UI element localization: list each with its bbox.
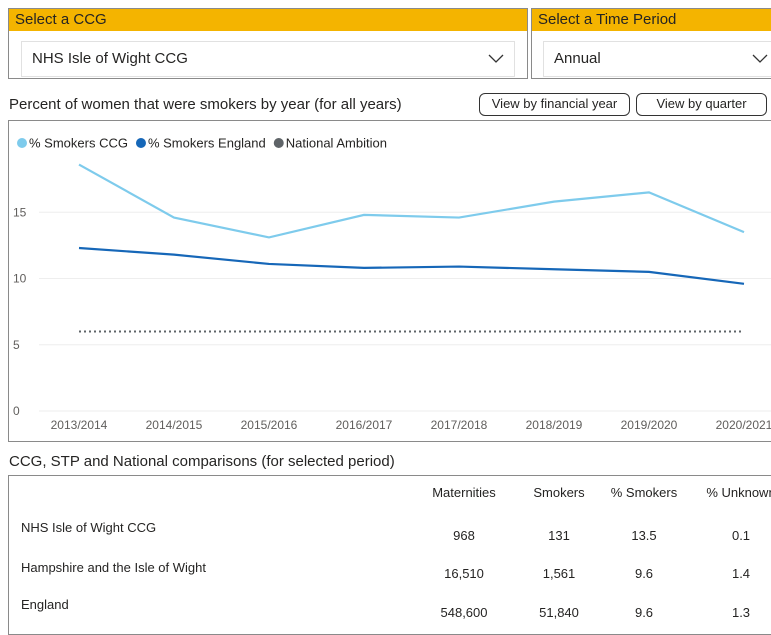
column-header: Maternities bbox=[432, 485, 496, 500]
table-cell: 1.3 bbox=[731, 605, 751, 620]
ccg-value: NHS Isle of Wight CCG bbox=[32, 50, 188, 67]
series-line bbox=[78, 246, 745, 285]
x-tick-label: 2014/2015 bbox=[146, 418, 203, 432]
table-cell: 13.5 bbox=[631, 528, 657, 543]
table-cell: 1.4 bbox=[731, 566, 751, 581]
chart-frame: 0 5 10 15 2013/2014 2014/2015 2015/2016 2016/20… bbox=[8, 120, 771, 442]
column-header: % Unknown bbox=[706, 485, 771, 500]
chevron bbox=[488, 54, 504, 63]
quarter-button[interactable]: View by quarter bbox=[636, 93, 767, 116]
legend-dot bbox=[17, 138, 27, 148]
x-tick-label: 2018/2019 bbox=[526, 418, 583, 432]
table-cell: 548,600 bbox=[440, 605, 488, 620]
table-cell: 0.1 bbox=[731, 528, 751, 543]
period-dropdown[interactable]: Annual bbox=[543, 41, 771, 77]
ccg-label: Select a CCG bbox=[9, 9, 527, 31]
x-tick-label: 2015/2016 bbox=[241, 418, 298, 432]
chart: 0 5 10 15 2013/2014 2014/2015 2015/2016 2016/20… bbox=[13, 136, 771, 432]
y-tick-label: 0 bbox=[13, 404, 20, 418]
table-cell: 131 bbox=[548, 528, 570, 543]
period-panel: Select a Time Period Annual bbox=[531, 8, 771, 79]
x-tick-label: 2019/2020 bbox=[621, 418, 678, 432]
row-label: England bbox=[21, 597, 69, 612]
table-cell: 9.6 bbox=[634, 605, 654, 620]
chevron bbox=[752, 54, 768, 63]
row-label: Hampshire and the Isle of Wight bbox=[21, 560, 206, 575]
legend-label: National Ambition bbox=[286, 136, 387, 151]
legend-label: % Smokers CCG bbox=[29, 136, 128, 151]
x-tick-label: 2020/2021 bbox=[716, 418, 771, 432]
table-cell: 9.6 bbox=[634, 566, 654, 581]
comparison-table: Maternities Smokers % Smokers % Unknown NHS … bbox=[8, 475, 771, 635]
period-label: Select a Time Period bbox=[532, 9, 771, 31]
x-tick-label: 2013/2014 bbox=[51, 418, 108, 432]
y-tick-label: 15 bbox=[13, 205, 27, 219]
table-title: CCG, STP and National comparisons (for s… bbox=[9, 453, 395, 470]
financial-year-button[interactable]: View by financial year bbox=[479, 93, 630, 116]
chart-title: Percent of women that were smokers by ye… bbox=[9, 96, 402, 113]
ccg-panel: Select a CCG NHS Isle of Wight CCG bbox=[8, 8, 528, 79]
x-tick-label: 2017/2018 bbox=[431, 418, 488, 432]
legend-dot bbox=[273, 138, 284, 148]
column-header: % Smokers bbox=[610, 485, 678, 500]
table-cell: 1,561 bbox=[542, 566, 576, 581]
y-tick-label: 5 bbox=[13, 338, 20, 352]
column-header: Smokers bbox=[533, 485, 585, 500]
series-line bbox=[78, 163, 745, 239]
row-label: NHS Isle of Wight CCG bbox=[21, 520, 157, 535]
ccg-dropdown[interactable]: NHS Isle of Wight CCG bbox=[21, 41, 515, 77]
table-cell: 968 bbox=[453, 528, 475, 543]
legend-dot bbox=[135, 138, 146, 148]
table-cell: 51,840 bbox=[539, 605, 579, 620]
x-tick-label: 2016/2017 bbox=[336, 418, 393, 432]
period-value: Annual bbox=[554, 50, 601, 67]
y-tick-label: 10 bbox=[13, 272, 27, 286]
table-cell: 16,510 bbox=[444, 566, 484, 581]
legend-label: % Smokers England bbox=[148, 136, 266, 151]
